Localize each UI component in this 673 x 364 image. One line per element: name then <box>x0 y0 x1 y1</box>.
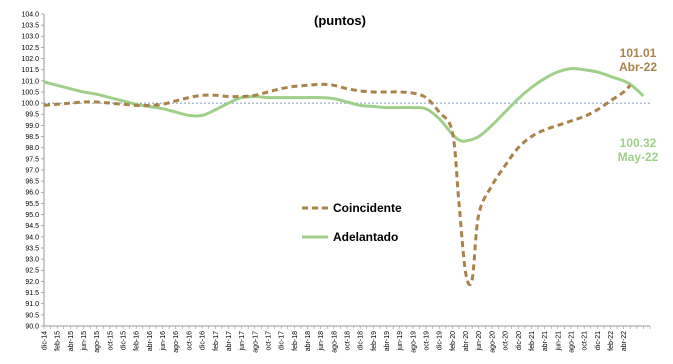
x-tick-label: dic-15 <box>121 331 128 350</box>
y-tick-label: 93.0 <box>25 257 39 264</box>
x-tick-label: feb-18 <box>292 331 299 351</box>
x-tick-label: ago-20 <box>489 331 496 353</box>
series-lines <box>43 67 645 287</box>
x-axis: dic-14 feb-15 abr-15 jun-15 ago-15 oct-15 dic-… <box>42 325 651 353</box>
y-tick-label: 101.0 <box>21 78 39 85</box>
x-tick-label: ago-21 <box>568 331 575 353</box>
y-tick-label: 102.5 <box>21 45 39 52</box>
series-line-coincidente <box>43 82 632 287</box>
annotation-value-coincidente: 101.01 <box>620 46 657 60</box>
y-tick-label: 97.5 <box>25 156 39 163</box>
y-tick-label: 96.0 <box>25 190 39 197</box>
y-tick-label: 104.0 <box>21 11 39 18</box>
y-tick-label: 93.5 <box>25 245 39 252</box>
x-tick-label: dic-16 <box>200 331 207 350</box>
x-tick-label: abr-22 <box>621 331 628 351</box>
annotation-date-coincidente: Abr-22 <box>619 60 657 74</box>
y-tick-label: 90.0 <box>25 323 39 330</box>
y-tick-label: 91.0 <box>25 301 39 308</box>
x-tick-label: oct-20 <box>503 331 510 351</box>
x-tick-label: feb-19 <box>371 331 378 351</box>
x-tick-label: dic-17 <box>279 331 286 350</box>
x-tick-label: oct-15 <box>107 331 114 351</box>
x-tick-label: jun-15 <box>81 331 88 352</box>
x-tick-label: feb-15 <box>55 331 62 351</box>
x-tick-label: abr-16 <box>147 331 154 351</box>
y-tick-label: 92.5 <box>25 268 39 275</box>
x-tick-label: ago-16 <box>173 331 180 353</box>
y-tick-label: 100.0 <box>21 101 39 108</box>
x-tick-label: oct-21 <box>582 331 589 351</box>
x-tick-label: jun-21 <box>555 331 562 352</box>
y-tick-label: 98.0 <box>25 145 39 152</box>
x-tick-label: oct-18 <box>345 331 352 351</box>
legend-label-adelantado: Adelantado <box>333 230 398 244</box>
y-tick-label: 95.0 <box>25 212 39 219</box>
y-tick-label: 103.0 <box>21 34 39 41</box>
y-tick-label: 94.5 <box>25 223 39 230</box>
y-tick-label: 91.5 <box>25 290 39 297</box>
x-tick-label: oct-17 <box>265 331 272 351</box>
x-tick-label: feb-20 <box>450 331 457 351</box>
x-tick-label: ago-17 <box>252 331 259 353</box>
y-tick-label: 96.5 <box>25 179 39 186</box>
x-tick-label: abr-18 <box>305 331 312 351</box>
legend-label-coincidente: Coincidente <box>333 201 402 215</box>
x-tick-label: abr-15 <box>68 331 75 351</box>
x-tick-label: oct-19 <box>424 331 431 351</box>
y-tick-label: 94.0 <box>25 234 39 241</box>
x-tick-label: jun-18 <box>318 331 325 352</box>
x-tick-label: feb-16 <box>134 331 141 351</box>
y-tick-label: 98.5 <box>25 134 39 141</box>
x-tick-label: ago-18 <box>331 331 338 353</box>
x-tick-label: feb-22 <box>608 331 615 351</box>
x-tick-label: jun-20 <box>476 331 483 352</box>
legend: Coincidente Adelantado <box>302 201 402 244</box>
y-tick-label: 92.0 <box>25 279 39 286</box>
x-tick-label: jun-17 <box>239 331 246 352</box>
y-tick-label: 95.5 <box>25 201 39 208</box>
y-axis: 90.0 90.5 91.0 91.5 92.0 92.5 93.0 93.5 94.0 94.5… <box>21 11 45 330</box>
x-tick-label: dic-18 <box>358 331 365 350</box>
y-tick-label: 101.5 <box>21 67 39 74</box>
x-tick-label: abr-21 <box>542 331 549 351</box>
y-tick-label: 90.5 <box>25 312 39 319</box>
x-tick-label: ago-15 <box>94 331 101 353</box>
x-tick-label: feb-21 <box>529 331 536 351</box>
y-tick-label: 100.5 <box>21 89 39 96</box>
y-tick-label: 102.0 <box>21 56 39 63</box>
x-tick-label: jun-16 <box>160 331 167 352</box>
x-tick-label: dic-20 <box>516 331 523 350</box>
y-tick-label: 97.0 <box>25 167 39 174</box>
x-tick-label: jun-19 <box>397 331 404 352</box>
x-tick-label: abr-17 <box>226 331 233 351</box>
y-tick-label: 103.5 <box>21 23 39 30</box>
x-tick-label: abr-20 <box>463 331 470 351</box>
x-tick-label: dic-14 <box>42 331 49 350</box>
chart-title: (puntos) <box>314 13 366 28</box>
x-tick-label: dic-19 <box>437 331 444 350</box>
x-tick-label: ago-19 <box>410 331 417 353</box>
y-tick-label: 99.0 <box>25 123 39 130</box>
annotation-date-adelantado: May-22 <box>618 150 659 164</box>
y-tick-label: 99.5 <box>25 112 39 119</box>
x-tick-label: dic-21 <box>595 331 602 350</box>
x-tick-label: oct-16 <box>186 331 193 351</box>
x-tick-label: abr-19 <box>384 331 391 351</box>
x-tick-label: feb-17 <box>213 331 220 351</box>
annotation-value-adelantado: 100.32 <box>620 136 657 150</box>
